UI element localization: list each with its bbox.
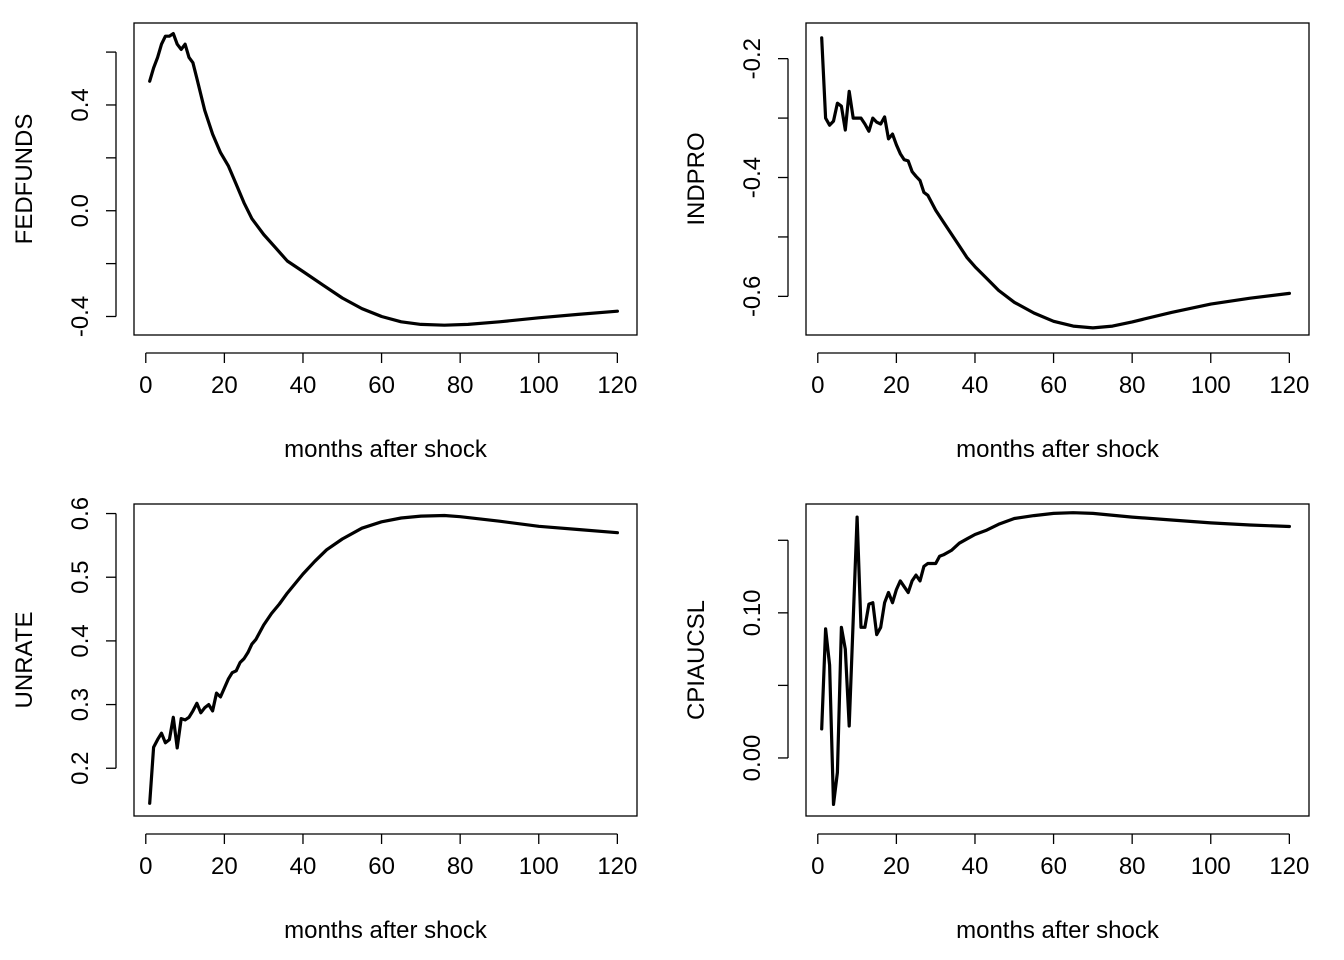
y-tick-label: 0.0 [67, 194, 94, 227]
x-tick-label: 80 [447, 372, 474, 399]
y-tick-label: 0.4 [67, 88, 94, 121]
x-tick-label: 40 [290, 853, 317, 880]
x-tick-label: 40 [962, 853, 989, 880]
x-axis-title: months after shock [284, 436, 488, 463]
chart-panel-fedfunds: 0 20 40 60 80 100 120 -0.4 0.0 0.4 months after sh… [11, 22, 638, 463]
series-line-unrate [148, 513, 619, 805]
y-tick-label: 0.3 [67, 688, 94, 721]
x-tick-label: 60 [368, 372, 395, 399]
y-tick-label: 0.2 [67, 752, 94, 785]
plot-frame [133, 22, 638, 336]
x-tick-label: 20 [883, 372, 910, 399]
chart-panel-unrate: 0 20 40 60 80 100 120 0.2 0.3 0.4 0.5 0.6 months aft… [11, 497, 638, 944]
x-tick-label: 80 [447, 853, 474, 880]
y-tick-label: -0.4 [739, 157, 766, 198]
plot-frame [805, 503, 1310, 817]
x-tick-label: 120 [1269, 853, 1309, 880]
plot-frame [805, 22, 1310, 336]
x-tick-label: 60 [368, 853, 395, 880]
series-line-fedfunds [148, 32, 619, 327]
y-tick-label: -0.4 [67, 296, 94, 337]
y-tick-label: 0.10 [739, 589, 766, 636]
y-tick-label: 0.00 [739, 735, 766, 782]
y-tick-label: -0.2 [739, 38, 766, 79]
x-tick-label: 60 [1040, 372, 1067, 399]
chart-panel-cpiaucsl: 0 20 40 60 80 100 120 0.00 0.10 months after shoc… [683, 503, 1310, 944]
x-tick-label: 40 [962, 372, 989, 399]
x-tick-label: 120 [1269, 372, 1309, 399]
plot-frame [133, 503, 638, 817]
y-tick-label: 0.6 [67, 497, 94, 530]
chart-panel-indpro: 0 20 40 60 80 100 120 -0.6 -0.4 -0.2 months after … [683, 22, 1310, 463]
y-axis-title: CPIAUCSL [683, 600, 710, 720]
x-axis-title: months after shock [956, 917, 1160, 944]
x-tick-label: 40 [290, 372, 317, 399]
y-tick-label: 0.5 [67, 561, 94, 594]
x-tick-label: 100 [519, 372, 559, 399]
x-tick-label: 20 [211, 372, 238, 399]
x-tick-label: 80 [1119, 853, 1146, 880]
x-tick-label: 0 [811, 853, 824, 880]
x-tick-label: 100 [1191, 853, 1231, 880]
series-line-cpiaucsl [820, 511, 1291, 806]
x-tick-label: 20 [211, 853, 238, 880]
x-tick-label: 100 [519, 853, 559, 880]
x-tick-label: 80 [1119, 372, 1146, 399]
x-tick-label: 120 [597, 853, 637, 880]
x-tick-label: 0 [811, 372, 824, 399]
y-axis-title: INDPRO [683, 132, 710, 225]
x-axis-title: months after shock [956, 436, 1160, 463]
y-axis-title: FEDFUNDS [11, 114, 38, 245]
x-tick-label: 20 [883, 853, 910, 880]
x-tick-label: 0 [139, 372, 152, 399]
y-tick-label: 0.4 [67, 624, 94, 657]
x-tick-label: 60 [1040, 853, 1067, 880]
x-axis-title: months after shock [284, 917, 488, 944]
x-tick-label: 0 [139, 853, 152, 880]
y-tick-label: -0.6 [739, 276, 766, 317]
series-line-indpro [820, 36, 1291, 330]
x-tick-label: 120 [597, 372, 637, 399]
y-axis-title: UNRATE [11, 612, 38, 709]
x-tick-label: 100 [1191, 372, 1231, 399]
